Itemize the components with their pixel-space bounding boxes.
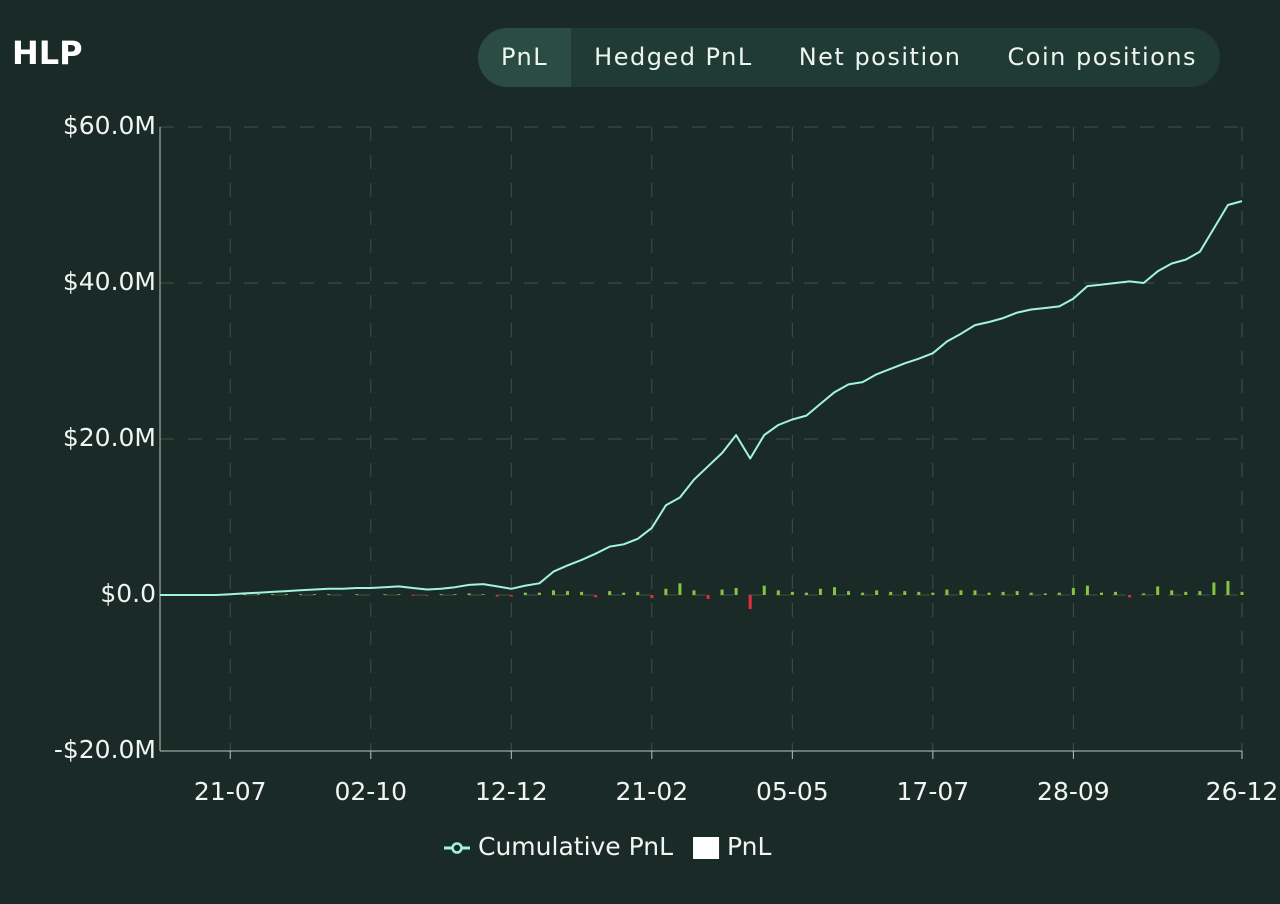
- bar: [1198, 591, 1202, 595]
- bar: [1001, 591, 1005, 595]
- bar: [804, 592, 808, 595]
- bar: [256, 594, 260, 595]
- x-tick-label: 05-05: [756, 777, 829, 806]
- bar: [790, 591, 794, 595]
- bar: [832, 587, 836, 595]
- page-title: HLP: [12, 34, 83, 72]
- x-tick-label: 21-02: [615, 777, 688, 806]
- y-tick-label: $0.0: [100, 579, 156, 608]
- bar: [664, 588, 668, 595]
- bar: [481, 594, 485, 595]
- bar: [453, 594, 457, 595]
- bar: [622, 592, 626, 595]
- bar: [397, 594, 401, 595]
- bar: [1212, 582, 1216, 595]
- y-tick-label: $20.0M: [63, 423, 156, 452]
- bar: [523, 592, 527, 595]
- bar: [566, 591, 570, 595]
- x-tick-label: 02-10: [334, 777, 407, 806]
- bar: [467, 593, 471, 595]
- bar: [931, 592, 935, 595]
- bar: [734, 587, 738, 595]
- bar: [776, 590, 780, 595]
- bar: [706, 595, 710, 599]
- legend-item: PnL: [693, 832, 772, 861]
- bar: [284, 594, 288, 595]
- bar: [861, 592, 865, 595]
- legend-label: PnL: [727, 832, 771, 861]
- x-tick-label: 12-12: [475, 777, 548, 806]
- bar: [987, 592, 991, 595]
- bar: [608, 591, 612, 595]
- y-tick-label: -$20.0M: [54, 735, 156, 764]
- bar: [495, 595, 499, 597]
- x-tick-label: 26-12: [1206, 777, 1279, 806]
- bar: [439, 594, 443, 595]
- bar: [889, 591, 893, 595]
- tab[interactable]: Net position: [798, 43, 962, 71]
- bar: [509, 595, 513, 597]
- bar: [917, 591, 921, 595]
- bar: [1226, 580, 1230, 595]
- bar: [1240, 591, 1244, 595]
- bar: [313, 594, 317, 595]
- bar: [678, 583, 682, 595]
- legend-item: Cumulative PnL: [444, 832, 673, 861]
- bar: [299, 594, 303, 595]
- y-tick-label: $40.0M: [63, 267, 156, 296]
- bar: [818, 588, 822, 595]
- bar: [692, 590, 696, 595]
- bar: [383, 594, 387, 595]
- bar: [1142, 593, 1146, 595]
- bar: [1085, 585, 1089, 595]
- tab[interactable]: Hedged PnL: [594, 43, 753, 71]
- bar: [748, 595, 752, 610]
- bar: [327, 594, 331, 595]
- tab[interactable]: PnL: [478, 28, 572, 87]
- bar: [1128, 595, 1132, 598]
- bar: [762, 585, 766, 595]
- bar: [720, 589, 724, 595]
- tab-bar: PnL Hedged PnL Net position Coin positions: [478, 28, 1221, 87]
- bar: [1099, 592, 1103, 595]
- bar: [1057, 592, 1061, 595]
- bar: [1043, 593, 1047, 595]
- x-tick-label: 21-07: [194, 777, 267, 806]
- y-tick-label: $60.0M: [63, 111, 156, 140]
- legend-label: Cumulative PnL: [478, 832, 673, 861]
- bar: [959, 590, 963, 595]
- bar: [1156, 586, 1160, 595]
- x-tick-label: 28-09: [1037, 777, 1110, 806]
- line: [160, 200, 1243, 596]
- bar: [425, 595, 429, 596]
- bar: [551, 590, 555, 595]
- bar: [411, 595, 415, 596]
- bar: [270, 594, 274, 595]
- bar: [580, 591, 584, 595]
- bar: [242, 594, 246, 595]
- tab[interactable]: Coin positions: [1007, 43, 1198, 71]
- bar: [1184, 591, 1188, 595]
- bar: [847, 591, 851, 595]
- bar: [1170, 590, 1174, 595]
- legend-marker: [693, 837, 720, 859]
- x-tick-label: 17-07: [897, 777, 970, 806]
- bar: [650, 595, 654, 599]
- bar: [903, 591, 907, 595]
- bar: [1029, 592, 1033, 595]
- bar: [1015, 591, 1019, 595]
- bar: [1114, 591, 1118, 595]
- bar: [355, 594, 359, 595]
- legend-marker: [451, 842, 463, 854]
- bar: [973, 590, 977, 595]
- bar: [594, 595, 598, 598]
- bar: [636, 591, 640, 595]
- bar: [875, 590, 879, 595]
- bar: [537, 592, 541, 595]
- bar: [1071, 587, 1075, 595]
- bar: [945, 589, 949, 595]
